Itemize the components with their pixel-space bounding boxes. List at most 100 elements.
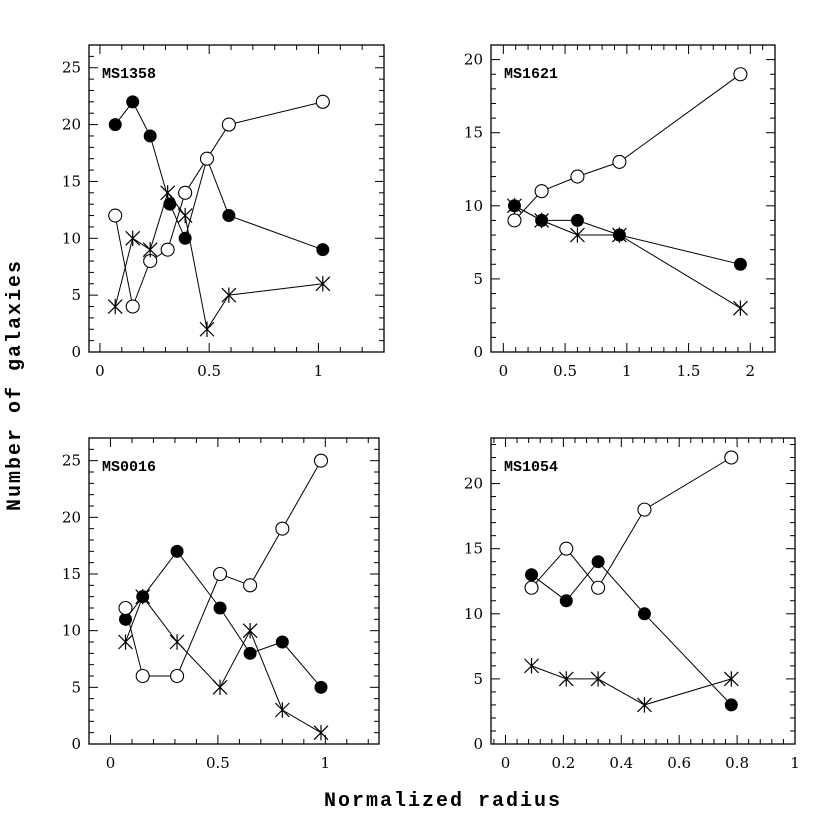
asterisk-point — [212, 679, 228, 696]
asterisk-point — [107, 298, 123, 315]
asterisk-point — [125, 230, 141, 246]
filled-point — [591, 555, 605, 569]
series-line-star — [125, 595, 322, 734]
filled-point — [316, 243, 330, 257]
x-tick-label: 0.5 — [206, 754, 230, 772]
open-point — [612, 154, 627, 170]
asterisk-point — [507, 198, 522, 214]
panel-title: MS1054 — [504, 459, 558, 476]
filled-point — [525, 568, 539, 582]
y-tick-label: 5 — [71, 286, 81, 304]
filled-point — [163, 197, 177, 211]
open-point — [570, 169, 585, 184]
y-tick-label: 20 — [62, 508, 81, 526]
asterisk-point — [534, 212, 550, 229]
asterisk-point — [274, 702, 290, 718]
filled-point — [314, 680, 328, 694]
asterisk-point — [142, 241, 158, 258]
series-line-star — [514, 205, 741, 309]
asterisk-point — [160, 185, 176, 201]
series-line-star — [114, 191, 323, 331]
open-point — [199, 151, 215, 166]
open-point — [315, 94, 330, 109]
open-point — [243, 578, 258, 593]
open-point — [275, 521, 290, 536]
filled-point — [559, 594, 573, 608]
x-tick-label: 0.2 — [551, 754, 575, 772]
y-tick-label: 10 — [62, 229, 81, 247]
series-line-star — [531, 665, 732, 706]
x-tick-label: 0.5 — [553, 362, 577, 380]
y-tick-label: 10 — [464, 605, 483, 623]
y-tick-label: 0 — [71, 343, 81, 361]
y-tick-label: 25 — [62, 59, 81, 77]
y-tick-label: 15 — [464, 124, 483, 142]
asterisk-point — [637, 697, 652, 713]
panel-title: MS1621 — [504, 66, 558, 83]
asterisk-point — [611, 227, 627, 243]
x-tick-label: 0 — [95, 362, 105, 380]
asterisk-point — [242, 622, 258, 639]
filled-point — [213, 601, 227, 615]
x-tick-label: 1 — [622, 362, 632, 380]
filled-point — [222, 209, 236, 223]
y-tick-label: 20 — [62, 116, 81, 134]
x-tick-label: 0.5 — [197, 362, 221, 380]
asterisk-point — [558, 671, 574, 687]
x-tick-label: 0.4 — [609, 754, 633, 772]
asterisk-point — [169, 634, 185, 650]
x-tick-label: 0.8 — [725, 754, 749, 772]
open-point — [118, 600, 133, 616]
series-line-filled — [114, 100, 323, 251]
filled-point — [733, 257, 747, 271]
y-tick-label: 20 — [464, 475, 483, 493]
asterisk-point — [118, 634, 133, 650]
open-point — [507, 213, 522, 228]
asterisk-point — [135, 588, 151, 605]
x-tick-label: 0 — [106, 754, 116, 772]
asterisk-point — [315, 276, 331, 292]
plot-frame — [88, 44, 385, 353]
open-point — [178, 185, 193, 200]
y-axis-title: Number of galaxies — [4, 259, 27, 511]
y-tick-label: 0 — [473, 343, 483, 361]
x-tick-label: 1 — [314, 362, 324, 380]
asterisk-point — [221, 287, 237, 303]
x-tick-label: 2 — [746, 362, 756, 380]
open-point — [591, 580, 606, 595]
series-line-filled — [514, 205, 741, 265]
x-tick-label: 1 — [790, 754, 800, 772]
open-point — [212, 566, 228, 582]
filled-point — [119, 612, 133, 626]
asterisk-point — [524, 658, 539, 674]
open-point — [108, 208, 123, 223]
x-axis-title: Normalized radius — [324, 790, 562, 813]
open-point — [313, 453, 329, 468]
open-point — [534, 184, 549, 199]
y-tick-label: 15 — [62, 172, 81, 190]
asterisk-point — [723, 671, 739, 687]
open-point — [135, 668, 150, 684]
y-tick-label: 20 — [464, 51, 483, 69]
open-point — [221, 117, 236, 132]
asterisk-point — [733, 300, 748, 316]
y-tick-label: 10 — [464, 197, 483, 215]
open-point — [170, 668, 185, 684]
filled-point — [126, 95, 140, 109]
filled-point — [275, 635, 289, 649]
filled-point — [570, 213, 584, 227]
y-tick-label: 5 — [71, 678, 81, 696]
open-point — [559, 541, 574, 556]
filled-point — [108, 118, 122, 132]
filled-point — [724, 698, 738, 712]
panel-title: MS1358 — [102, 66, 156, 83]
filled-point — [143, 129, 157, 143]
asterisk-point — [590, 671, 606, 687]
series-line-open — [531, 457, 732, 589]
open-point — [637, 502, 652, 517]
open-point — [724, 450, 739, 465]
open-point — [733, 67, 748, 82]
